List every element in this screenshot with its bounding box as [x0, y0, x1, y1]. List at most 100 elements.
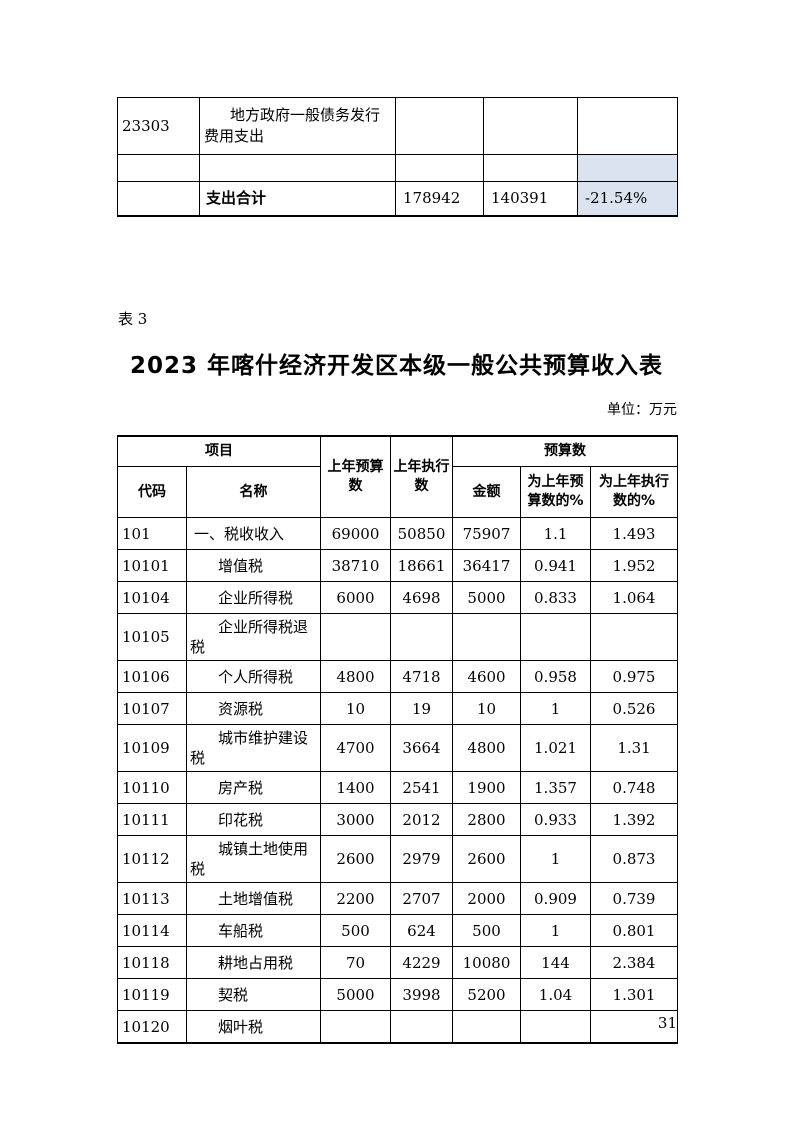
prev-exec-cell: 2979 — [390, 835, 453, 883]
code-cell — [117, 154, 200, 182]
amount-cell: 500 — [452, 914, 521, 947]
revenue-table: 项目 上年预算数 上年执行数 预算数 代码 名称 金额 为上年预算数的% 为上年… — [117, 435, 679, 1044]
prev-budget-cell: 2600 — [320, 835, 391, 883]
code-cell: 10120 — [117, 1010, 187, 1044]
unit-note: 单位：万元 — [607, 402, 677, 418]
pct-prev-exec-cell: 0.748 — [589, 771, 679, 804]
name-cell: 企业所得税 — [186, 581, 321, 614]
code-cell: 10119 — [117, 978, 187, 1011]
table-row: 10120 烟叶税 — [117, 1010, 679, 1044]
amount-cell — [452, 1010, 521, 1044]
pct-prev-budget-cell: 1.04 — [520, 978, 591, 1011]
amount-cell: 10 — [452, 692, 521, 725]
prev-exec-cell: 3664 — [390, 724, 453, 772]
table-row: 10111 印花税 3000 2012 2800 0.933 1.392 — [117, 803, 679, 836]
name-cell: 车船税 — [186, 914, 321, 947]
pct-prev-exec-cell: 0.526 — [589, 692, 679, 725]
table-row: 10118 耕地占用税 70 4229 10080 144 2.384 — [117, 946, 679, 979]
table-row — [117, 154, 678, 182]
prev-exec-cell: 50850 — [390, 517, 453, 550]
pct-prev-exec-cell: 0.801 — [589, 914, 679, 947]
name-cell: 个人所得税 — [186, 660, 321, 693]
header-prev-budget: 上年预算数 — [320, 435, 391, 518]
code-cell: 10111 — [117, 803, 187, 836]
table-row: 10106 个人所得税 4800 4718 4600 0.958 0.975 — [117, 660, 679, 693]
pct-prev-exec-cell: 2.384 — [589, 946, 679, 979]
prev-exec-cell: 4229 — [390, 946, 453, 979]
code-cell: 101 — [117, 517, 187, 550]
table-row: 10101 增值税 38710 18661 36417 0.941 1.952 — [117, 549, 679, 582]
pct-prev-exec-cell: 1.493 — [589, 517, 679, 550]
header-name: 名称 — [186, 466, 321, 518]
prev-budget-cell: 4700 — [320, 724, 391, 772]
prev-budget-cell: 69000 — [320, 517, 391, 550]
pct-prev-exec-cell: 1.952 — [589, 549, 679, 582]
prev-budget-cell: 10 — [320, 692, 391, 725]
pct-prev-budget-cell: 0.958 — [520, 660, 591, 693]
pct-prev-budget-cell: 1.021 — [520, 724, 591, 772]
pct-prev-budget-cell: 1 — [520, 692, 591, 725]
table-row: 10112 城镇土地使用税 2600 2979 2600 1 0.873 — [117, 835, 679, 883]
code-cell — [117, 181, 200, 217]
table-row: 10107 资源税 10 19 10 1 0.526 — [117, 692, 679, 725]
code-cell: 23303 — [117, 97, 200, 155]
prev-exec-cell: 19 — [390, 692, 453, 725]
prev-budget-cell: 1400 — [320, 771, 391, 804]
code-cell: 10104 — [117, 581, 187, 614]
prev-exec-cell: 4718 — [390, 660, 453, 693]
pct-prev-budget-cell: 0.933 — [520, 803, 591, 836]
prev-exec-cell — [390, 1010, 453, 1044]
name-cell: 支出合计 — [199, 181, 396, 217]
header-amount: 金额 — [452, 466, 521, 518]
prev-exec-cell: 140391 — [483, 181, 578, 217]
amount-cell: 5200 — [452, 978, 521, 1011]
prev-budget-cell: 70 — [320, 946, 391, 979]
code-cell: 10118 — [117, 946, 187, 979]
name-cell: 土地增值税 — [186, 882, 321, 915]
amount-cell: 75907 — [452, 517, 521, 550]
table-row: 10110 房产税 1400 2541 1900 1.357 0.748 — [117, 771, 679, 804]
name-cell: 企业所得税退税 — [186, 613, 321, 661]
prev-exec-cell — [390, 613, 453, 661]
prev-exec-cell — [483, 97, 578, 155]
amount-cell: 5000 — [452, 581, 521, 614]
name-cell: 增值税 — [186, 549, 321, 582]
table-row: 23303 地方政府一般债务发行费用支出 — [117, 97, 678, 155]
name-cell: 城市维护建设税 — [186, 724, 321, 772]
code-cell: 10110 — [117, 771, 187, 804]
prev-exec-cell: 624 — [390, 914, 453, 947]
prev-exec-cell — [483, 154, 578, 182]
table3-label: 表 3 — [118, 310, 148, 328]
table-row: 10104 企业所得税 6000 4698 5000 0.833 1.064 — [117, 581, 679, 614]
prev-exec-cell: 3998 — [390, 978, 453, 1011]
name-cell: 印花税 — [186, 803, 321, 836]
prev-budget-cell: 6000 — [320, 581, 391, 614]
prev-budget-cell: 4800 — [320, 660, 391, 693]
code-cell: 10113 — [117, 882, 187, 915]
prev-budget-cell — [320, 613, 391, 661]
prev-budget-cell: 38710 — [320, 549, 391, 582]
amount-cell: 2000 — [452, 882, 521, 915]
header-budget: 预算数 — [451, 435, 679, 467]
name-cell: 契税 — [186, 978, 321, 1011]
name-cell: 耕地占用税 — [186, 946, 321, 979]
pct-prev-exec-cell — [589, 1010, 679, 1044]
table-row: 10113 土地增值税 2200 2707 2000 0.909 0.739 — [117, 882, 679, 915]
amount-cell: 36417 — [452, 549, 521, 582]
pct-prev-exec-cell: 1.064 — [589, 581, 679, 614]
table-row: 10119 契税 5000 3998 5200 1.04 1.301 — [117, 978, 679, 1011]
pct-prev-exec-cell: 1.392 — [589, 803, 679, 836]
prev-budget-cell — [395, 97, 484, 155]
amount-cell: 2800 — [452, 803, 521, 836]
expenditure-summary-table: 23303 地方政府一般债务发行费用支出 支出合计 178942 140391 -21.5… — [117, 97, 678, 217]
code-cell: 10109 — [117, 724, 187, 772]
amount-cell — [452, 613, 521, 661]
amount-cell: 1900 — [452, 771, 521, 804]
header-code: 代码 — [117, 466, 187, 518]
pct-prev-budget-cell: 0.909 — [520, 882, 591, 915]
pct-prev-budget-cell: 1 — [520, 914, 591, 947]
change-cell: -21.54% — [577, 181, 678, 217]
code-cell: 10106 — [117, 660, 187, 693]
change-cell — [577, 154, 678, 182]
